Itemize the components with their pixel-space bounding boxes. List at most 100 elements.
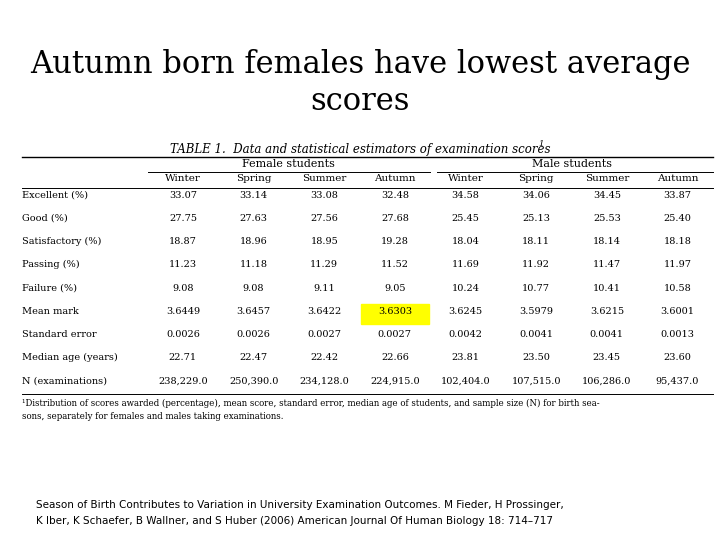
Text: 22.42: 22.42 [310, 353, 338, 362]
Text: N (examinations): N (examinations) [22, 376, 107, 386]
Text: 27.56: 27.56 [310, 214, 338, 223]
Text: Female students: Female students [243, 159, 336, 170]
Text: 18.87: 18.87 [169, 237, 197, 246]
Text: Autumn born females have lowest average: Autumn born females have lowest average [30, 49, 690, 79]
Text: 224,915.0: 224,915.0 [370, 376, 420, 386]
Text: 107,515.0: 107,515.0 [511, 376, 561, 386]
Text: 33.87: 33.87 [663, 191, 691, 200]
Text: 25.40: 25.40 [664, 214, 691, 223]
Text: 11.47: 11.47 [593, 260, 621, 269]
Text: 34.58: 34.58 [451, 191, 480, 200]
Text: 11.97: 11.97 [663, 260, 691, 269]
Text: 11.29: 11.29 [310, 260, 338, 269]
Text: 10.41: 10.41 [593, 284, 621, 293]
Text: 33.08: 33.08 [310, 191, 338, 200]
Text: Spring: Spring [236, 174, 271, 184]
Text: Satisfactory (%): Satisfactory (%) [22, 237, 101, 246]
Text: 18.14: 18.14 [593, 237, 621, 246]
Text: 11.69: 11.69 [451, 260, 480, 269]
Text: Male students: Male students [531, 159, 611, 170]
Text: 11.52: 11.52 [381, 260, 409, 269]
Text: 3.6422: 3.6422 [307, 307, 341, 316]
Text: 1: 1 [539, 140, 544, 148]
Text: 22.71: 22.71 [169, 353, 197, 362]
Text: 0.0027: 0.0027 [307, 330, 341, 339]
Text: 18.04: 18.04 [451, 237, 480, 246]
Text: 3.6215: 3.6215 [590, 307, 624, 316]
Text: Summer: Summer [585, 174, 629, 184]
Text: 10.58: 10.58 [664, 284, 691, 293]
Text: 9.08: 9.08 [172, 284, 194, 293]
Text: 3.6449: 3.6449 [166, 307, 200, 316]
Text: 18.11: 18.11 [522, 237, 550, 246]
Text: 3.6245: 3.6245 [449, 307, 482, 316]
Text: Median age (years): Median age (years) [22, 353, 117, 362]
Text: 18.95: 18.95 [310, 237, 338, 246]
Text: Autumn: Autumn [657, 174, 698, 184]
Text: 32.48: 32.48 [381, 191, 409, 200]
Text: 34.45: 34.45 [593, 191, 621, 200]
Text: 23.60: 23.60 [664, 353, 691, 362]
FancyBboxPatch shape [361, 304, 428, 324]
Text: Spring: Spring [518, 174, 554, 184]
Text: 25.13: 25.13 [522, 214, 550, 223]
Text: 3.5979: 3.5979 [519, 307, 553, 316]
Text: 0.0041: 0.0041 [519, 330, 553, 339]
Text: Season of Birth Contributes to Variation in University Examination Outcomes. M F: Season of Birth Contributes to Variation… [36, 500, 564, 510]
Text: 95,437.0: 95,437.0 [656, 376, 699, 386]
Text: Autumn: Autumn [374, 174, 415, 184]
Text: 234,128.0: 234,128.0 [300, 376, 349, 386]
Text: 33.07: 33.07 [169, 191, 197, 200]
Text: 0.0026: 0.0026 [237, 330, 271, 339]
Text: 18.18: 18.18 [664, 237, 691, 246]
Text: 250,390.0: 250,390.0 [229, 376, 278, 386]
Text: 0.0013: 0.0013 [660, 330, 695, 339]
Text: Winter: Winter [448, 174, 483, 184]
Text: Failure (%): Failure (%) [22, 284, 76, 293]
Text: 22.47: 22.47 [240, 353, 268, 362]
Text: 3.6457: 3.6457 [236, 307, 271, 316]
Text: 34.06: 34.06 [522, 191, 550, 200]
Text: 106,286.0: 106,286.0 [582, 376, 631, 386]
Text: 25.53: 25.53 [593, 214, 621, 223]
Text: ¹Distribution of scores awarded (percentage), mean score, standard error, median: ¹Distribution of scores awarded (percent… [22, 399, 599, 408]
Text: 10.77: 10.77 [522, 284, 550, 293]
Text: 11.92: 11.92 [522, 260, 550, 269]
Text: Summer: Summer [302, 174, 346, 184]
Text: 0.0041: 0.0041 [590, 330, 624, 339]
Text: 25.45: 25.45 [451, 214, 480, 223]
Text: 102,404.0: 102,404.0 [441, 376, 490, 386]
Text: Standard error: Standard error [22, 330, 96, 339]
Text: 27.68: 27.68 [381, 214, 409, 223]
Text: scores: scores [310, 86, 410, 117]
Text: 0.0027: 0.0027 [378, 330, 412, 339]
Text: 19.28: 19.28 [381, 237, 409, 246]
Text: Winter: Winter [165, 174, 201, 184]
Text: 9.05: 9.05 [384, 284, 405, 293]
Text: 11.23: 11.23 [169, 260, 197, 269]
Text: 22.66: 22.66 [381, 353, 409, 362]
Text: sons, separately for females and males taking examinations.: sons, separately for females and males t… [22, 412, 283, 421]
Text: 18.96: 18.96 [240, 237, 267, 246]
Text: Passing (%): Passing (%) [22, 260, 79, 269]
Text: 0.0026: 0.0026 [166, 330, 200, 339]
Text: 10.24: 10.24 [451, 284, 480, 293]
Text: 238,229.0: 238,229.0 [158, 376, 208, 386]
Text: 23.45: 23.45 [593, 353, 621, 362]
Text: 0.0042: 0.0042 [449, 330, 482, 339]
Text: 27.75: 27.75 [169, 214, 197, 223]
Text: 3.6303: 3.6303 [378, 307, 412, 316]
Text: 27.63: 27.63 [240, 214, 268, 223]
Text: 33.14: 33.14 [240, 191, 268, 200]
Text: 23.81: 23.81 [451, 353, 480, 362]
Text: Good (%): Good (%) [22, 214, 68, 223]
Text: Mean mark: Mean mark [22, 307, 78, 316]
Text: 9.08: 9.08 [243, 284, 264, 293]
Text: Excellent (%): Excellent (%) [22, 191, 88, 200]
Text: 9.11: 9.11 [313, 284, 335, 293]
Text: 3.6001: 3.6001 [660, 307, 695, 316]
Text: 23.50: 23.50 [522, 353, 550, 362]
Text: K Iber, K Schaefer, B Wallner, and S Huber (2006) American Journal Of Human Biol: K Iber, K Schaefer, B Wallner, and S Hub… [36, 516, 553, 526]
Text: 11.18: 11.18 [240, 260, 268, 269]
Text: TABLE 1.  Data and statistical estimators of examination scores: TABLE 1. Data and statistical estimators… [170, 143, 550, 156]
